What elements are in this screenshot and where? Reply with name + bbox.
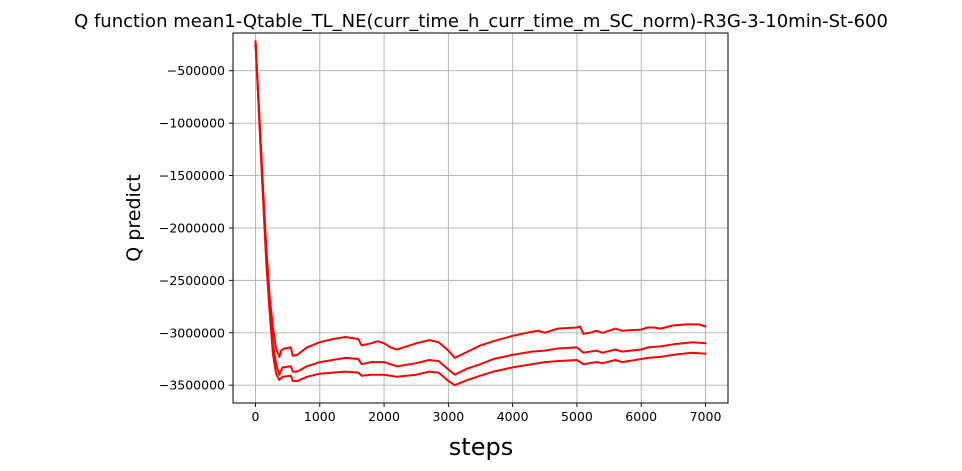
grid — [233, 33, 728, 403]
x-axis-ticks: 0 1000 2000 3000 4000 5000 6000 7000 — [252, 403, 722, 424]
y-tick-label: −3000000 — [159, 325, 225, 340]
y-tick-label: −3500000 — [159, 378, 225, 393]
x-tick-label: 6000 — [625, 409, 657, 424]
series-lines — [254, 40, 707, 387]
x-tick-label: 3000 — [432, 409, 464, 424]
y-tick-label: −500000 — [167, 63, 225, 78]
x-tick-label: 0 — [252, 409, 260, 424]
y-tick-label: −1500000 — [159, 168, 225, 183]
y-tick-label: −2000000 — [159, 220, 225, 235]
x-tick-label: 4000 — [497, 409, 529, 424]
x-tick-label: 5000 — [561, 409, 593, 424]
y-tick-label: −1000000 — [159, 116, 225, 131]
x-tick-label: 1000 — [304, 409, 336, 424]
series-line-1 — [254, 40, 707, 359]
series-line-2 — [254, 40, 707, 376]
plot-frame — [232, 32, 729, 404]
x-tick-label: 2000 — [368, 409, 400, 424]
series-line-3 — [254, 40, 707, 387]
x-axis-label: steps — [449, 433, 513, 461]
y-axis-ticks: −3500000 −3000000 −2500000 −2000000 −1500000… — [159, 63, 233, 393]
y-tick-label: −2500000 — [159, 273, 225, 288]
y-axis-label: Q predict — [123, 174, 145, 261]
chart-title: Q function mean1-Qtable_TL_NE(curr_time_… — [74, 11, 888, 32]
x-tick-label: 7000 — [690, 409, 722, 424]
